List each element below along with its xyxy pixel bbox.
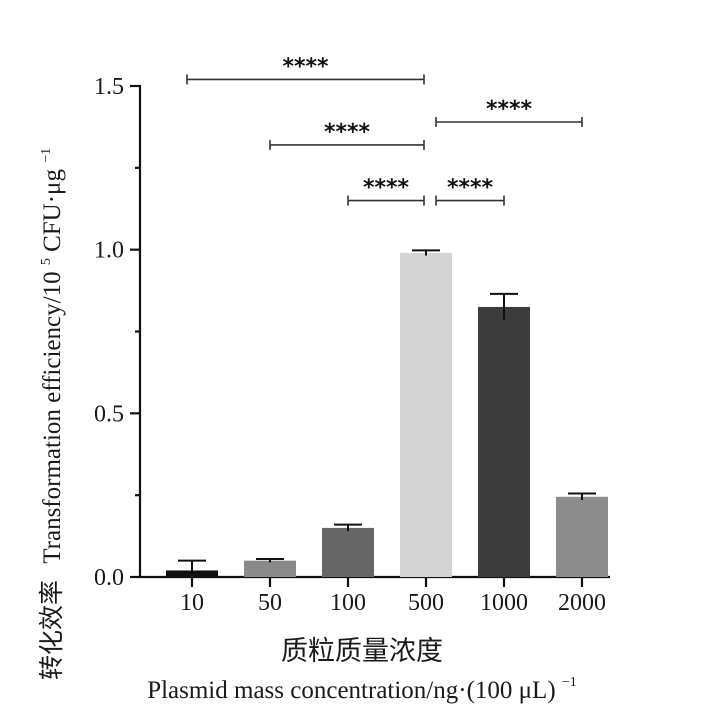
bar-500 — [400, 252, 452, 577]
x-axis-ticks: 10 50 100 500 1000 2000 — [180, 577, 606, 616]
x-tick-label-10: 10 — [180, 590, 204, 616]
x-axis-label-en-text: Plasmid mass concentration/ng·(100 μL) — [147, 677, 555, 704]
x-tick-label-1000: 1000 — [480, 590, 528, 616]
y-axis-label-en: Transformation efficiency/10 — [39, 271, 66, 563]
significance-label: **** — [282, 54, 329, 79]
y-tick-label: 0.5 — [94, 401, 124, 427]
y-axis-label-unit-superscript: −1 — [39, 148, 54, 163]
x-tick-label-2000: 2000 — [558, 590, 606, 616]
x-axis-label-en-superscript: −1 — [562, 675, 577, 690]
y-tick-label: 1.0 — [94, 238, 124, 264]
bar-50 — [244, 560, 296, 577]
y-axis-label-exponent: 5 — [39, 258, 54, 265]
bar-1000 — [478, 306, 530, 577]
significance-bracket: **** — [435, 176, 505, 206]
y-axis-label-unit: CFU·μg — [39, 169, 66, 252]
significance-bracket: **** — [435, 97, 583, 128]
significance-label: **** — [486, 97, 533, 122]
y-axis-label: 转化效率 Transformation efficiency/10 5 CFU·… — [29, 148, 66, 680]
y-tick-label: 1.5 — [94, 74, 124, 100]
plot-area — [138, 85, 610, 579]
x-axis-label-cn: 质粒质量浓度 — [281, 636, 443, 666]
significance-label: **** — [447, 176, 494, 201]
x-tick-label-500: 500 — [408, 590, 444, 616]
significance-label: **** — [363, 176, 410, 201]
significance-brackets: **** **** **** **** **** — [186, 54, 583, 206]
bar-100 — [322, 527, 374, 577]
significance-bracket: **** — [269, 120, 425, 150]
svg-text:转化效率 Transformation eff: 转化效率 Transformation efficiency/10 5 CFU·… — [29, 148, 66, 680]
y-tick-label: 0.0 — [94, 565, 124, 591]
y-axis-ticks: 0.0 0.5 1.0 1.5 — [94, 74, 140, 591]
bar-2000 — [556, 496, 608, 577]
x-tick-label-50: 50 — [258, 590, 282, 616]
significance-label: **** — [324, 120, 371, 145]
x-tick-label-100: 100 — [330, 590, 366, 616]
significance-bracket: **** — [186, 54, 425, 85]
y-axis-label-cn: 转化效率 — [38, 580, 66, 680]
significance-bracket: **** — [347, 176, 425, 206]
x-axis-label-en: Plasmid mass concentration/ng·(100 μL) −… — [147, 675, 577, 704]
